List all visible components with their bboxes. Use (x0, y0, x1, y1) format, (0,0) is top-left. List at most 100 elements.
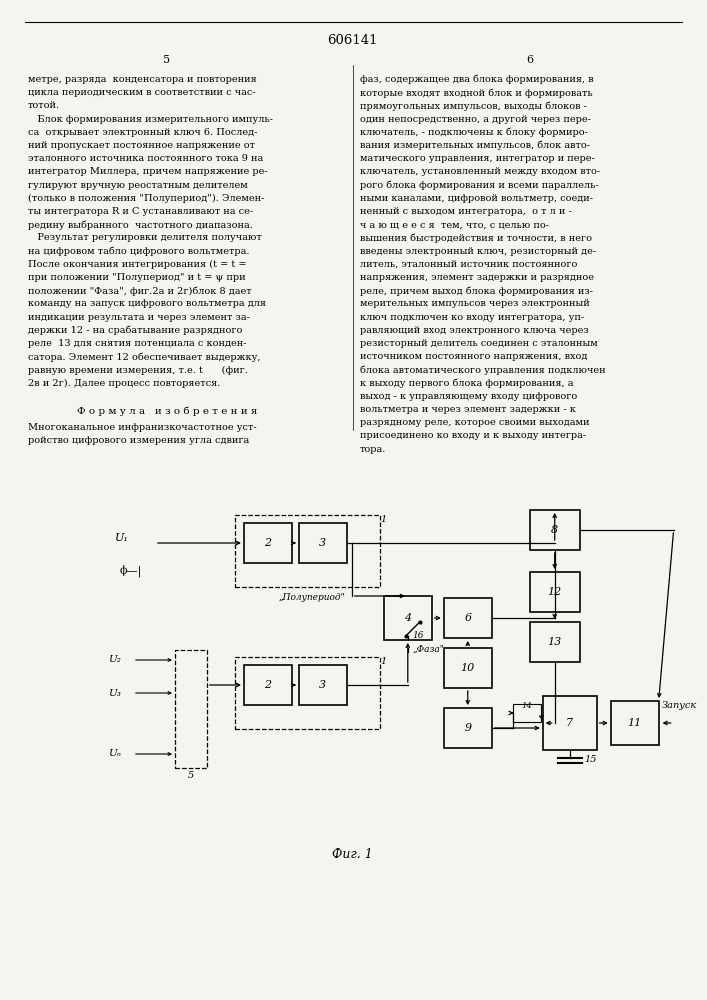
Text: рого блока формирования и всеми параллель-: рого блока формирования и всеми параллел… (360, 181, 598, 190)
Bar (235, 657, 380, 729)
Bar (244, 665, 292, 705)
Text: на цифровом табло цифрового вольтметра.: на цифровом табло цифрового вольтметра. (28, 247, 250, 256)
Text: вышения быстродействия и точности, в него: вышения быстродействия и точности, в нег… (360, 233, 592, 243)
Bar (384, 596, 432, 640)
Text: равную времени измерения, т.е. t      (фиг.: равную времени измерения, т.е. t (фиг. (28, 365, 248, 375)
Text: равляющий вход электронного ключа через: равляющий вход электронного ключа через (360, 326, 588, 335)
Text: которые входят входной блок и формировать: которые входят входной блок и формироват… (360, 88, 592, 98)
Text: ты интегратора R и С устанавливают на се-: ты интегратора R и С устанавливают на се… (28, 207, 253, 216)
Bar (175, 650, 207, 768)
Text: 6: 6 (526, 55, 533, 65)
Text: тора.: тора. (360, 445, 386, 454)
Text: резисторный делитель соединен с эталонным: резисторный делитель соединен с эталонны… (360, 339, 597, 348)
Text: положении "Фаза", фиг.2а и 2г)блок 8 дает: положении "Фаза", фиг.2а и 2г)блок 8 дае… (28, 286, 252, 296)
Text: Блок формирования измерительного импуль-: Блок формирования измерительного импуль- (28, 115, 273, 124)
Text: 606141: 606141 (327, 33, 378, 46)
Text: ненный с выходом интегратора,  о т л и -: ненный с выходом интегратора, о т л и - (360, 207, 571, 216)
Bar (444, 648, 492, 688)
Text: матического управления, интегратор и пере-: матического управления, интегратор и пер… (360, 154, 595, 163)
Bar (235, 515, 380, 587)
Text: 5: 5 (188, 770, 194, 780)
Text: 8: 8 (551, 525, 559, 535)
Text: напряжения, элемент задержки и разрядное: напряжения, элемент задержки и разрядное (360, 273, 594, 282)
Text: держки 12 - на срабатывание разрядного: держки 12 - на срабатывание разрядного (28, 326, 243, 335)
Text: Запуск: Запуск (662, 700, 697, 710)
Text: метре, разряда  конденсатора и повторения: метре, разряда конденсатора и повторения (28, 75, 257, 84)
Text: эталонного источника постоянного тока 9 на: эталонного источника постоянного тока 9 … (28, 154, 263, 163)
Text: 3: 3 (320, 538, 327, 548)
Text: ройство цифрового измерения угла сдвига: ройство цифрового измерения угла сдвига (28, 436, 250, 445)
Text: индикации результата и через элемент за-: индикации результата и через элемент за- (28, 313, 250, 322)
Text: 11: 11 (628, 718, 642, 728)
Text: Фиг. 1: Фиг. 1 (332, 848, 373, 861)
Bar (530, 622, 580, 662)
Text: при положении "Полупериод" и t = ψ при: при положении "Полупериод" и t = ψ при (28, 273, 245, 282)
Text: Результат регулировки делителя получают: Результат регулировки делителя получают (28, 233, 262, 242)
Text: вания измерительных импульсов, блок авто-: вания измерительных импульсов, блок авто… (360, 141, 590, 150)
Text: мерительных импульсов через электронный: мерительных импульсов через электронный (360, 299, 590, 308)
Text: реле, причем выход блока формирования из-: реле, причем выход блока формирования из… (360, 286, 592, 296)
Text: блока автоматического управления подключен: блока автоматического управления подключ… (360, 365, 605, 375)
Text: интегратор Миллера, причем напряжение ре-: интегратор Миллера, причем напряжение ре… (28, 167, 268, 176)
Text: ний пропускает постоянное напряжение от: ний пропускает постоянное напряжение от (28, 141, 255, 150)
Text: 6: 6 (464, 613, 472, 623)
Text: сатора. Элемент 12 обеспечивает выдержку,: сатора. Элемент 12 обеспечивает выдержку… (28, 352, 260, 362)
Bar (299, 665, 347, 705)
Bar (530, 572, 580, 612)
Text: ч а ю щ е е с я  тем, что, с целью по-: ч а ю щ е е с я тем, что, с целью по- (360, 220, 549, 229)
Text: U₃: U₃ (108, 688, 121, 698)
Bar (444, 598, 492, 638)
Text: введены электронный ключ, резисторный де-: введены электронный ключ, резисторный де… (360, 247, 596, 256)
Text: ключатель, - подключены к блоку формиро-: ключатель, - подключены к блоку формиро- (360, 128, 588, 137)
Text: 1: 1 (381, 657, 387, 666)
Text: 4: 4 (404, 613, 411, 623)
Text: (только в положения "Полупериод"). Элемен-: (только в положения "Полупериод"). Элеме… (28, 194, 264, 203)
Text: 16: 16 (413, 632, 424, 641)
Text: 3: 3 (320, 680, 327, 690)
Bar (299, 523, 347, 563)
Text: 12: 12 (548, 587, 562, 597)
Text: к выходу первого блока формирования, а: к выходу первого блока формирования, а (360, 379, 573, 388)
Text: команду на запуск цифрового вольтметра для: команду на запуск цифрового вольтметра д… (28, 299, 266, 308)
Text: цикла периодическим в соответствии с час-: цикла периодическим в соответствии с час… (28, 88, 256, 97)
Text: один непосредственно, а другой через пере-: один непосредственно, а другой через пер… (360, 115, 590, 124)
Text: U₁: U₁ (115, 533, 129, 543)
Text: гулируют вручную реостатным делителем: гулируют вручную реостатным делителем (28, 181, 247, 190)
Text: Uₙ: Uₙ (108, 750, 121, 758)
Bar (611, 701, 659, 745)
Text: литель, эталонный источник постоянного: литель, эталонный источник постоянного (360, 260, 577, 269)
Text: фаз, содержащее два блока формирования, в: фаз, содержащее два блока формирования, … (360, 75, 593, 85)
Text: источником постоянного напряжения, вход: источником постоянного напряжения, вход (360, 352, 588, 361)
Text: 7: 7 (566, 718, 573, 728)
Text: выход - к управляющему входу цифрового: выход - к управляющему входу цифрового (360, 392, 577, 401)
Text: присоединено ко входу и к выходу интегра-: присоединено ко входу и к выходу интегра… (360, 431, 586, 440)
Text: 2в и 2г). Далее процесс повторяется.: 2в и 2г). Далее процесс повторяется. (28, 379, 221, 388)
Bar (244, 523, 292, 563)
Text: „Фаза": „Фаза" (413, 645, 445, 654)
Text: 10: 10 (461, 663, 475, 673)
Text: ключатель, установленный между входом вто-: ключатель, установленный между входом вт… (360, 167, 600, 176)
Text: 14: 14 (521, 702, 532, 710)
Text: 9: 9 (464, 723, 472, 733)
Text: 1: 1 (381, 515, 387, 524)
Text: реле  13 для снятия потенциала с конден-: реле 13 для снятия потенциала с конден- (28, 339, 247, 348)
Bar (530, 510, 580, 550)
Text: ключ подключен ко входу интегратора, уп-: ключ подключен ко входу интегратора, уп- (360, 313, 584, 322)
Text: 2: 2 (264, 538, 271, 548)
Text: тотой.: тотой. (28, 101, 60, 110)
Text: са  открывает электронный ключ 6. Послед-: са открывает электронный ключ 6. Послед- (28, 128, 257, 137)
Text: Ф о р м у л а   и з о б р е т е н и я: Ф о р м у л а и з о б р е т е н и я (77, 407, 257, 416)
Text: вольтметра и через элемент задержки - к: вольтметра и через элемент задержки - к (360, 405, 575, 414)
Text: 5: 5 (163, 55, 170, 65)
Text: После окончания интегрирования (t = t =: После окончания интегрирования (t = t = (28, 260, 247, 269)
Text: прямоугольных импульсов, выходы блоков -: прямоугольных импульсов, выходы блоков - (360, 101, 587, 111)
Bar (543, 696, 597, 750)
Text: Многоканальное инфранизкочастотное уст-: Многоканальное инфранизкочастотное уст- (28, 423, 257, 432)
Text: 13: 13 (548, 637, 562, 647)
Text: редину выбранного  частотного диапазона.: редину выбранного частотного диапазона. (28, 220, 253, 230)
Text: ϕ—|: ϕ—| (120, 565, 142, 577)
Text: 15: 15 (585, 756, 597, 764)
Text: „Полупериод": „Полупериод" (279, 592, 345, 601)
Text: разрядному реле, которое своими выходами: разрядному реле, которое своими выходами (360, 418, 590, 427)
Text: ными каналами, цифровой вольтметр, соеди-: ными каналами, цифровой вольтметр, соеди… (360, 194, 592, 203)
